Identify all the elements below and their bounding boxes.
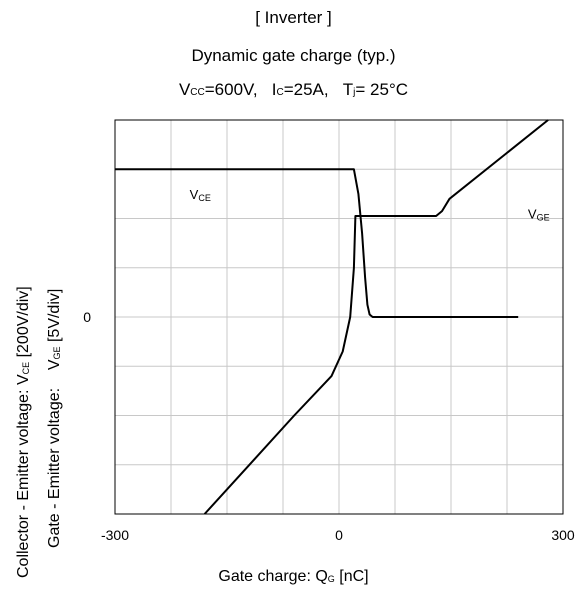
plot-frame	[114, 119, 564, 515]
chart-title-line-1: [ Inverter ]	[255, 8, 332, 27]
tj-subscript: j	[353, 87, 356, 98]
ic-symbol: I	[271, 80, 277, 99]
labels-layer: -300 0 300 0 VCE VGE	[83, 187, 575, 543]
vcc-symbol: V	[178, 80, 191, 99]
x-axis-label: Gate charge: QG [nC]	[0, 568, 587, 586]
vcc-subscript: CC	[190, 87, 205, 98]
tj-value: = 25°C	[355, 80, 409, 99]
x-tick-label: -300	[101, 527, 129, 543]
series-line-0	[115, 168, 519, 318]
chart-conditions: VCC=600V, IC=25A, Tj= 25°C	[0, 80, 587, 100]
ic-subscript: C	[276, 87, 284, 98]
series-label-0: VCE	[190, 187, 211, 203]
x-tick-label: 300	[551, 527, 575, 543]
x-axis-label-sub: G	[327, 574, 335, 584]
series-layer	[115, 119, 549, 515]
series-line-1	[203, 119, 549, 515]
tj-symbol: T	[342, 80, 354, 99]
vcc-value: =600V,	[204, 80, 258, 99]
ic-value: =25A,	[283, 80, 329, 99]
y-tick-label: 0	[83, 309, 91, 325]
chart-title-line-2: Dynamic gate charge (typ.)	[191, 46, 396, 65]
x-axis-label-prefix: Gate charge: Q	[218, 568, 328, 585]
x-axis-label-suffix: [nC]	[334, 568, 369, 585]
grid	[115, 120, 563, 514]
series-label-1: VGE	[528, 207, 550, 223]
x-tick-label: 0	[335, 527, 343, 543]
